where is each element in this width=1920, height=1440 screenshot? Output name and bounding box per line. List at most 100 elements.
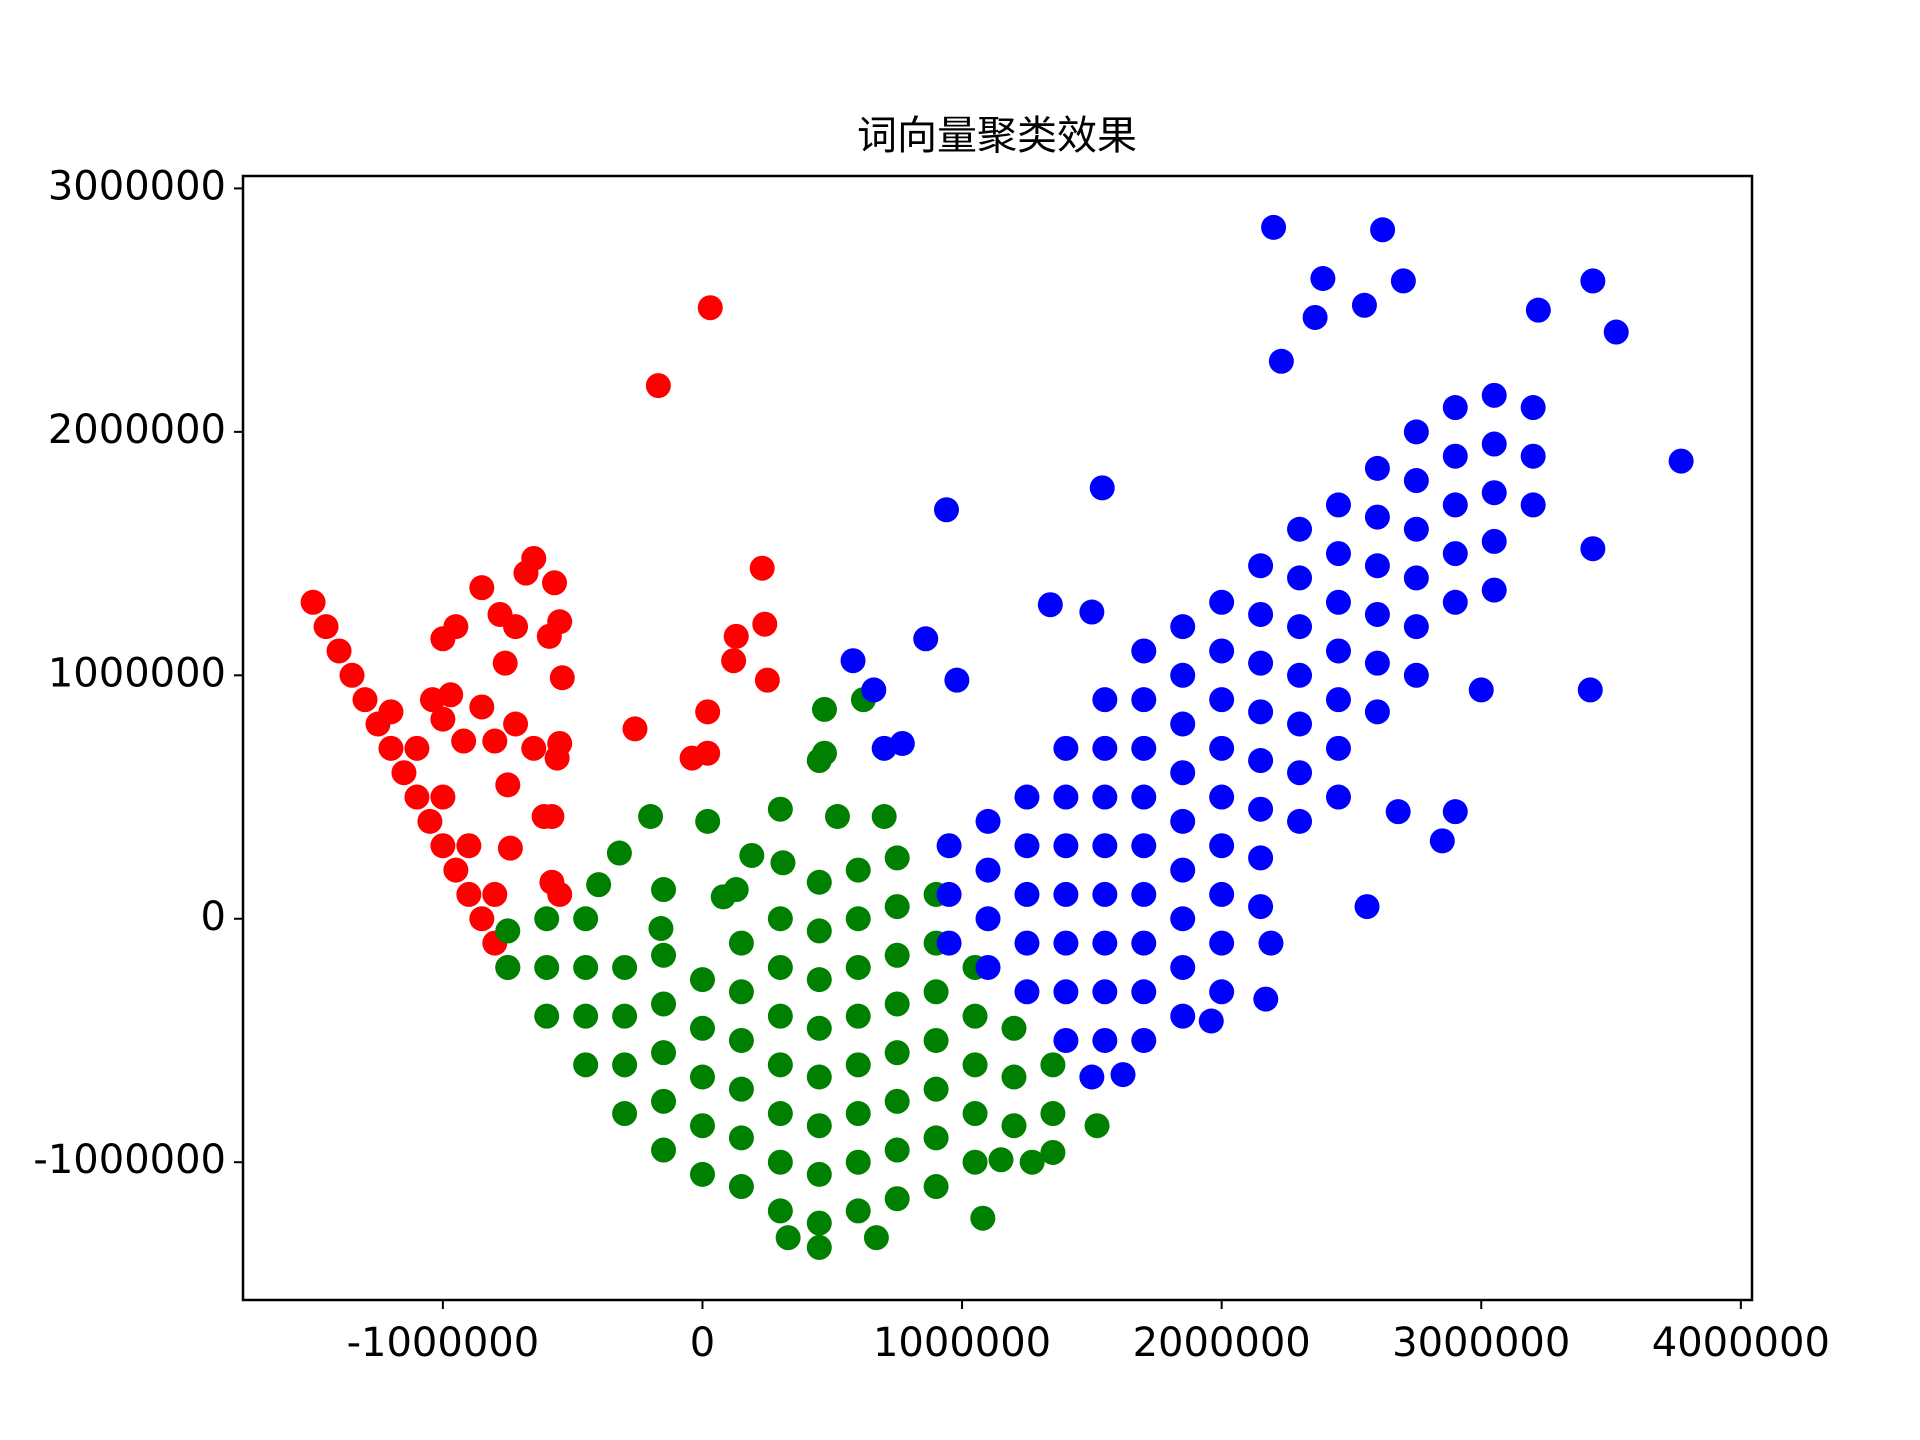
scatter-point <box>573 1003 599 1029</box>
scatter-point <box>689 1161 715 1187</box>
scatter-point <box>1209 687 1235 713</box>
scatter-point <box>871 804 897 830</box>
scatter-point <box>513 560 539 586</box>
scatter-point <box>648 915 674 941</box>
scatter-point <box>962 1101 988 1127</box>
scatter-point <box>1014 930 1040 956</box>
scatter-point <box>503 711 529 737</box>
scatter-point <box>339 662 365 688</box>
scatter-point <box>845 1149 871 1175</box>
scatter-point <box>1209 638 1235 664</box>
scatter-point <box>536 623 562 649</box>
scatter-point <box>1390 268 1416 294</box>
scatter-point <box>1248 845 1274 871</box>
scatter-point <box>923 1125 949 1151</box>
scatter-point <box>975 906 1001 932</box>
scatter-point <box>728 979 754 1005</box>
scatter-point <box>806 918 832 944</box>
scatter-point <box>721 648 747 674</box>
scatter-point <box>1481 480 1507 506</box>
scatter-point <box>1577 677 1603 703</box>
scatter-point <box>806 748 832 774</box>
scatter-point <box>612 954 638 980</box>
scatter-point <box>1089 475 1115 501</box>
scatter-point <box>469 906 495 932</box>
scatter-point <box>1468 677 1494 703</box>
scatter-point <box>1354 894 1380 920</box>
scatter-point <box>884 942 910 968</box>
scatter-point <box>1325 687 1351 713</box>
scatter-point <box>1325 735 1351 761</box>
scatter-point <box>1325 589 1351 615</box>
scatter-point <box>1131 930 1157 956</box>
scatter-point <box>482 728 508 754</box>
scatter-point <box>824 804 850 830</box>
scatter-point <box>573 954 599 980</box>
scatter-point <box>1580 536 1606 562</box>
scatter-point <box>723 877 749 903</box>
scatter-point <box>889 730 915 756</box>
scatter-point <box>1053 735 1079 761</box>
scatter-point <box>695 808 721 834</box>
scatter-point <box>1131 735 1157 761</box>
scatter-point <box>767 1198 793 1224</box>
scatter-point <box>417 808 443 834</box>
scatter-point <box>1364 455 1390 481</box>
scatter-point <box>1131 638 1157 664</box>
scatter-point <box>300 589 326 615</box>
scatter-point <box>443 614 469 640</box>
scatter-point <box>430 833 456 859</box>
scatter-point <box>845 954 871 980</box>
scatter-point <box>845 1003 871 1029</box>
scatter-point <box>806 869 832 895</box>
scatter-point <box>1110 1062 1136 1088</box>
scatter-point <box>430 706 456 732</box>
scatter-point <box>1053 979 1079 1005</box>
scatter-point <box>923 979 949 1005</box>
scatter-point <box>806 1015 832 1041</box>
scatter-point <box>534 906 560 932</box>
scatter-point <box>806 1234 832 1260</box>
scatter-point <box>1325 492 1351 518</box>
scatter-point <box>492 650 518 676</box>
scatter-point <box>586 872 612 898</box>
scatter-point <box>1092 735 1118 761</box>
scatter-point <box>1131 784 1157 810</box>
scatter-point <box>1014 979 1040 1005</box>
scatter-point <box>352 687 378 713</box>
scatter-point <box>723 623 749 649</box>
scatter-point <box>845 1101 871 1127</box>
scatter-point <box>689 1064 715 1090</box>
scatter-point <box>573 906 599 932</box>
scatter-point <box>923 1174 949 1200</box>
scatter-point <box>1253 986 1279 1012</box>
scatter-point <box>1603 319 1629 345</box>
scatter-point <box>1209 784 1235 810</box>
scatter-point <box>1364 650 1390 676</box>
scatter-point <box>861 677 887 703</box>
scatter-point <box>728 1027 754 1053</box>
scatter-point <box>1053 930 1079 956</box>
axes-frame <box>241 174 1754 1302</box>
scatter-point <box>845 857 871 883</box>
series <box>300 295 780 980</box>
scatter-point <box>728 1076 754 1102</box>
scatter-point <box>651 1040 677 1066</box>
scatter-point <box>1351 292 1377 318</box>
scatter-point <box>1131 979 1157 1005</box>
scatter-point <box>754 667 780 693</box>
scatter-point <box>1248 553 1274 579</box>
scatter-point <box>451 728 477 754</box>
scatter-point <box>651 877 677 903</box>
scatter-point <box>970 1205 996 1231</box>
scatter-point <box>767 1101 793 1127</box>
scatter-point <box>1092 687 1118 713</box>
scatter-point <box>1403 419 1429 445</box>
scatter-point <box>962 1003 988 1029</box>
scatter-point <box>770 850 796 876</box>
scatter-point <box>1442 395 1468 421</box>
scatter-point <box>1170 906 1196 932</box>
scatter-point <box>884 845 910 871</box>
scatter-point <box>689 1015 715 1041</box>
